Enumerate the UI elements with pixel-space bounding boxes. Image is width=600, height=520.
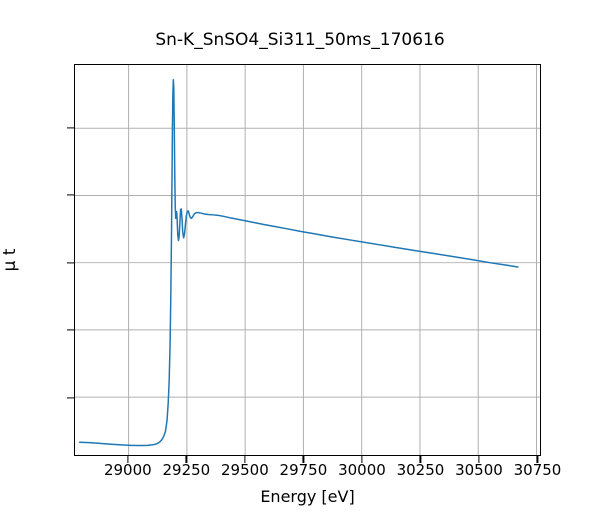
x-tick-mark	[419, 456, 422, 463]
x-tick-mark	[536, 456, 539, 463]
y-tick-mark	[67, 329, 74, 331]
x-tick-label: 29000	[103, 461, 152, 479]
x-tick-mark	[478, 456, 480, 463]
x-tick-mark	[361, 456, 363, 463]
y-axis-label: μ t	[0, 248, 20, 272]
x-tick-label: 29750	[279, 461, 328, 479]
x-tick-label: 30250	[396, 461, 445, 479]
x-tick-mark	[244, 456, 246, 463]
x-tick-mark	[127, 456, 129, 463]
page-title: Sn-K_SnSO4_Si311_50ms_170616	[155, 30, 445, 50]
x-tick-label: 29500	[221, 461, 269, 479]
y-tick-mark	[67, 194, 74, 196]
plot-area	[74, 64, 541, 456]
y-tick-mark	[67, 126, 74, 129]
y-tick-mark	[67, 397, 74, 399]
x-tick-label: 29250	[162, 461, 211, 479]
x-axis-label: Energy [eV]	[260, 487, 355, 506]
grid-lines	[75, 65, 540, 455]
x-tick-mark	[302, 456, 304, 463]
x-tick-label: 30000	[338, 461, 386, 479]
data-line-mu-t	[78, 79, 519, 447]
x-tick-label: 30750	[513, 461, 562, 479]
x-tick-mark	[185, 456, 187, 463]
y-tick-mark	[67, 262, 74, 264]
x-tick-label: 30500	[455, 461, 503, 479]
